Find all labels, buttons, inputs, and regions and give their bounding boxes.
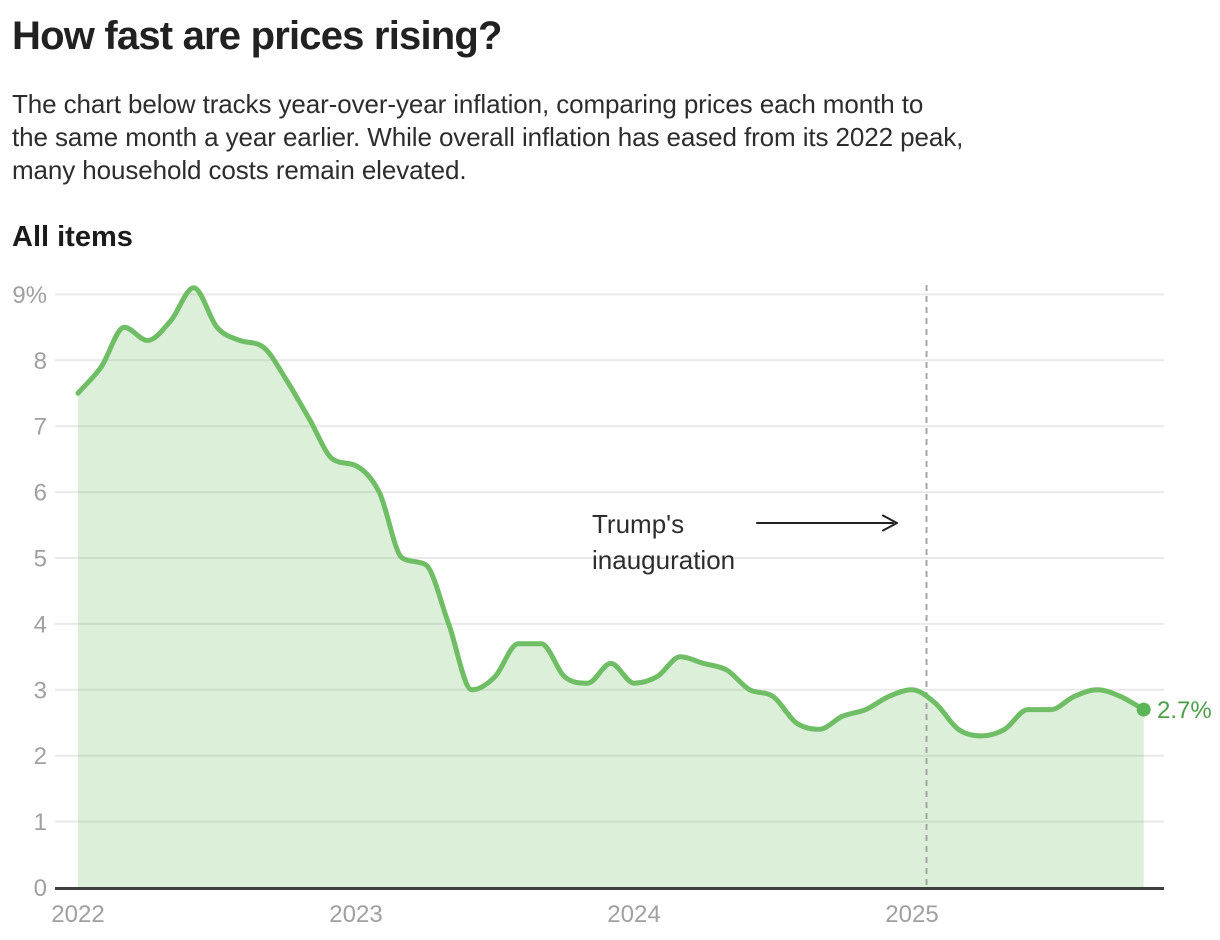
- inflation-line: [75, 285, 1147, 739]
- annotation-line: Trump's: [592, 509, 685, 539]
- y-tick-label: 7: [34, 414, 47, 441]
- series-label: All items: [12, 221, 133, 253]
- x-axis-labels: 2022 2023 2024 2025: [51, 901, 938, 928]
- x-tick-label: 2024: [607, 901, 660, 928]
- y-tick-label: 4: [34, 611, 47, 638]
- gridlines: [55, 293, 1164, 823]
- x-tick-label: 2025: [885, 901, 938, 928]
- chart-description: The chart below tracks year-over-year in…: [12, 88, 963, 187]
- y-tick-label: 5: [34, 546, 47, 573]
- y-axis-labels: 0 1 2 3 4 5 6 7 8 9%: [12, 282, 47, 902]
- description-line: many household costs remain elevated.: [12, 155, 467, 185]
- description-line: The chart below tracks year-over-year in…: [12, 89, 924, 119]
- page-title: How fast are prices rising?: [12, 14, 502, 58]
- inauguration-annotation: Trump's inauguration: [592, 506, 735, 578]
- x-tick-label: 2023: [329, 901, 382, 928]
- y-tick-label: 3: [34, 677, 47, 704]
- latest-value-dot: [1136, 702, 1151, 717]
- description-line: the same month a year earlier. While ove…: [12, 122, 964, 152]
- annotation-arrow-icon: [756, 514, 898, 532]
- area-fill: [78, 287, 1144, 888]
- x-tick-label: 2022: [51, 901, 104, 928]
- latest-value-label: 2.7%: [1157, 697, 1212, 724]
- y-tick-label: 6: [34, 480, 47, 507]
- y-tick-label: 2: [34, 743, 47, 770]
- y-tick-label: 8: [34, 348, 47, 375]
- y-tick-label: 9%: [12, 282, 47, 309]
- annotation-line: inauguration: [592, 545, 736, 575]
- y-tick-label: 1: [34, 809, 47, 836]
- y-tick-label: 0: [34, 875, 47, 902]
